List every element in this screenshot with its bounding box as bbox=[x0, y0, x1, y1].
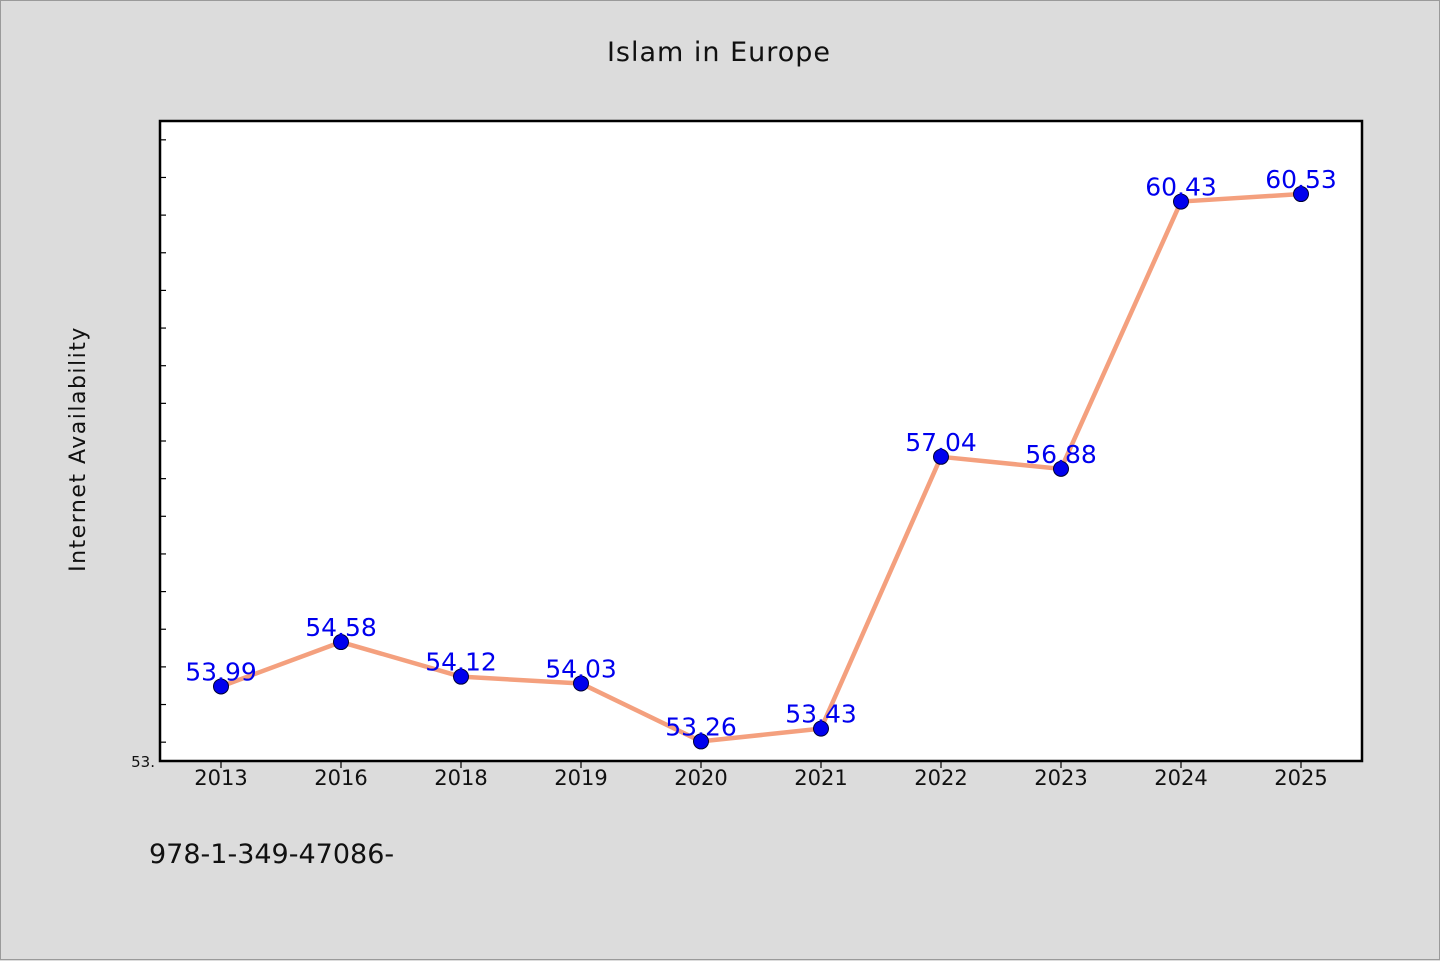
x-tick-label: 2024 bbox=[1154, 766, 1207, 790]
data-point bbox=[1173, 193, 1189, 210]
data-label: 53.43 bbox=[785, 700, 857, 729]
data-point bbox=[933, 448, 949, 465]
x-tick-label: 2013 bbox=[194, 766, 247, 790]
y-axis-min-tick-label: 53. bbox=[131, 753, 155, 771]
data-point bbox=[573, 675, 589, 692]
data-point bbox=[1053, 460, 1069, 477]
x-axis-tick-labels: 2013 2016 2018 2019 2020 2021 2022 2023 2024 2025 bbox=[194, 766, 1327, 790]
x-tick-label: 2018 bbox=[434, 766, 487, 790]
x-tick-label: 2023 bbox=[1034, 766, 1087, 790]
data-point bbox=[453, 668, 469, 685]
x-tick-label: 2021 bbox=[794, 766, 847, 790]
data-point bbox=[693, 733, 709, 750]
data-point bbox=[213, 678, 229, 695]
series-line bbox=[218, 191, 1304, 744]
x-tick-label: 2025 bbox=[1274, 766, 1327, 790]
x-tick-label: 2020 bbox=[674, 766, 727, 790]
data-point bbox=[1293, 186, 1309, 203]
data-point bbox=[333, 634, 349, 651]
data-markers bbox=[213, 186, 1309, 750]
footer-code: 978-1-349-47086- bbox=[149, 839, 394, 870]
data-point bbox=[813, 720, 829, 737]
x-tick-label: 2016 bbox=[314, 766, 367, 790]
data-label: 54.03 bbox=[545, 654, 617, 683]
data-label: 54.12 bbox=[425, 648, 497, 677]
data-labels: 53.99 54.58 54.12 54.03 53.26 53.43 57.04 56.88… bbox=[185, 165, 1337, 741]
data-label: 54.58 bbox=[305, 613, 377, 642]
chart-title: Islam in Europe bbox=[607, 37, 831, 68]
x-tick-label: 2022 bbox=[914, 766, 967, 790]
data-label: 56.88 bbox=[1025, 440, 1097, 469]
data-label: 53.99 bbox=[185, 657, 257, 686]
data-label: 53.26 bbox=[665, 712, 737, 741]
plot-area bbox=[160, 121, 1362, 761]
data-label: 57.04 bbox=[905, 428, 977, 457]
x-tick-label: 2019 bbox=[554, 766, 607, 790]
data-label: 60.43 bbox=[1145, 173, 1217, 202]
data-label: 60.53 bbox=[1265, 165, 1337, 194]
plot-border bbox=[158, 119, 1364, 763]
y-axis-label: Internet Availability bbox=[66, 326, 91, 572]
